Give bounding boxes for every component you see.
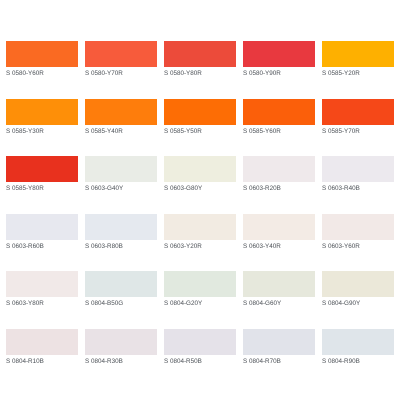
color-swatch-item[interactable]: S 0603-G80Y xyxy=(164,156,236,214)
color-code-label: S 0804-B50G xyxy=(85,300,124,307)
color-swatch-item[interactable]: S 0603-Y40R xyxy=(243,213,315,272)
color-code-label: S 0580-Y80R xyxy=(164,70,202,77)
color-swatch-item[interactable]: S 0804-R50B xyxy=(164,328,236,387)
color-swatch[interactable] xyxy=(322,271,394,297)
color-swatch-item[interactable]: S 0804-R70B xyxy=(243,328,315,387)
color-swatch[interactable] xyxy=(322,41,394,67)
color-swatch[interactable] xyxy=(6,271,78,297)
color-swatch[interactable] xyxy=(243,41,315,67)
color-code-label: S 0603-R20B xyxy=(243,185,281,192)
color-swatch-item[interactable]: S 0585-Y80R xyxy=(6,156,78,214)
color-code-label: S 0603-R60B xyxy=(6,242,44,250)
color-swatch-item[interactable]: S 0585-Y50R xyxy=(164,98,236,157)
color-swatch-item[interactable]: S 0603-R40B xyxy=(322,156,394,214)
color-swatch-item[interactable]: S 0804-R30B xyxy=(85,328,157,387)
color-swatch[interactable] xyxy=(6,156,78,182)
color-swatch[interactable] xyxy=(85,41,157,67)
color-swatch[interactable] xyxy=(85,156,157,182)
color-code-label: S 0585-Y80R xyxy=(6,185,44,192)
color-swatch[interactable] xyxy=(243,328,315,355)
color-swatch[interactable] xyxy=(85,271,157,297)
color-swatch[interactable] xyxy=(243,98,315,125)
color-swatch[interactable] xyxy=(6,41,78,67)
color-code-label: S 0804-R70B xyxy=(243,357,281,365)
color-swatch-item[interactable]: S 0585-Y70R xyxy=(322,98,394,157)
color-swatch-item[interactable]: S 0804-G20Y xyxy=(164,271,236,329)
color-code-label: S 0603-R40B xyxy=(322,185,360,192)
color-swatch[interactable] xyxy=(164,271,236,297)
color-code-label: S 0585-Y60R xyxy=(243,127,281,135)
color-swatch[interactable] xyxy=(322,328,394,355)
color-code-label: S 0603-Y60R xyxy=(322,242,360,250)
color-swatch[interactable] xyxy=(164,41,236,67)
color-swatch-item[interactable]: S 0580-Y60R xyxy=(6,41,78,99)
color-swatch[interactable] xyxy=(322,98,394,125)
color-swatch-item[interactable]: S 0603-Y80R xyxy=(6,271,78,329)
color-swatch[interactable] xyxy=(164,156,236,182)
color-code-label: S 0603-R80B xyxy=(85,242,123,250)
color-swatch-item[interactable]: S 0585-Y60R xyxy=(243,98,315,157)
color-code-label: S 0804-G60Y xyxy=(243,300,282,307)
color-swatch[interactable] xyxy=(243,271,315,297)
color-code-label: S 0804-R10B xyxy=(6,357,44,365)
color-code-label: S 0580-Y70R xyxy=(85,70,123,77)
color-code-label: S 0603-Y80R xyxy=(6,300,44,307)
color-swatch-item[interactable]: S 0603-R80B xyxy=(85,213,157,272)
color-swatch[interactable] xyxy=(85,98,157,125)
color-swatch-item[interactable]: S 0804-R10B xyxy=(6,328,78,387)
color-code-label: S 0580-Y90R xyxy=(243,70,281,77)
color-swatch-item[interactable]: S 0585-Y30R xyxy=(6,98,78,157)
color-swatch-item[interactable]: S 0804-G60Y xyxy=(243,271,315,329)
color-swatch-item[interactable]: S 0585-Y40R xyxy=(85,98,157,157)
color-swatch-item[interactable]: S 0804-G90Y xyxy=(322,271,394,329)
color-swatch-item[interactable]: S 0603-Y20R xyxy=(164,213,236,272)
color-swatch-item[interactable]: S 0804-B50G xyxy=(85,271,157,329)
color-code-label: S 0804-R30B xyxy=(85,357,123,365)
color-swatch[interactable] xyxy=(6,98,78,125)
color-code-label: S 0603-Y20R xyxy=(164,242,202,250)
color-swatch[interactable] xyxy=(6,213,78,240)
color-code-label: S 0804-R50B xyxy=(164,357,202,365)
color-swatch[interactable] xyxy=(164,328,236,355)
color-swatch[interactable] xyxy=(243,156,315,182)
color-swatch-item[interactable]: S 0580-Y90R xyxy=(243,41,315,99)
color-code-label: S 0804-G20Y xyxy=(164,300,203,307)
color-swatch-item[interactable]: S 0603-R60B xyxy=(6,213,78,272)
color-swatch-item[interactable]: S 0603-G40Y xyxy=(85,156,157,214)
color-swatch[interactable] xyxy=(164,98,236,125)
color-code-label: S 0603-G40Y xyxy=(85,185,124,192)
color-swatch[interactable] xyxy=(164,213,236,240)
color-code-label: S 0603-G80Y xyxy=(164,185,203,192)
color-swatch-item[interactable]: S 0580-Y80R xyxy=(164,41,236,99)
color-swatch-item[interactable]: S 0585-Y20R xyxy=(322,41,394,99)
color-code-label: S 0585-Y40R xyxy=(85,127,123,135)
color-swatch-item[interactable]: S 0603-R20B xyxy=(243,156,315,214)
color-code-label: S 0585-Y50R xyxy=(164,127,202,135)
color-code-label: S 0585-Y30R xyxy=(6,127,44,135)
color-swatch[interactable] xyxy=(243,213,315,240)
color-swatch[interactable] xyxy=(322,213,394,240)
color-swatch[interactable] xyxy=(85,213,157,240)
color-code-label: S 0585-Y70R xyxy=(322,127,360,135)
color-code-label: S 0580-Y60R xyxy=(6,70,44,77)
color-code-label: S 0585-Y20R xyxy=(322,70,360,77)
color-code-label: S 0603-Y40R xyxy=(243,242,281,250)
color-code-label: S 0804-R90B xyxy=(322,357,360,365)
color-swatch-item[interactable]: S 0580-Y70R xyxy=(85,41,157,99)
color-swatch-item[interactable]: S 0603-Y60R xyxy=(322,213,394,272)
color-swatch[interactable] xyxy=(85,328,157,355)
color-swatch[interactable] xyxy=(6,328,78,355)
color-swatch[interactable] xyxy=(322,156,394,182)
color-swatch-grid: S 0580-Y60R S 0580-Y70R S 0580-Y80R S 0580-… xyxy=(6,41,394,386)
color-swatch-item[interactable]: S 0804-R90B xyxy=(322,328,394,387)
color-code-label: S 0804-G90Y xyxy=(322,300,361,307)
